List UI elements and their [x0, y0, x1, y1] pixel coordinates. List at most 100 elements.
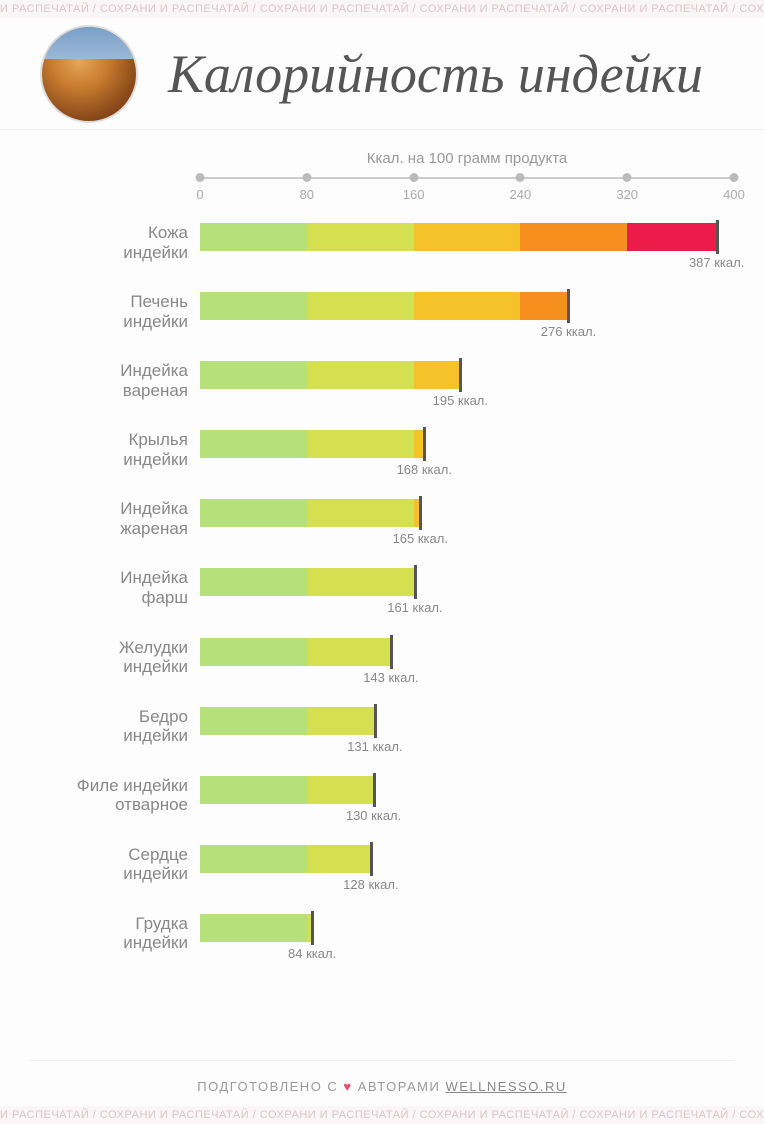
bar-row: Бедроиндейки131 ккал.: [30, 707, 734, 746]
bar: [200, 638, 391, 666]
bar: [200, 707, 375, 735]
bar-wrap: 143 ккал.: [200, 638, 734, 666]
bar-endcap: [459, 358, 462, 392]
bar-endcap: [373, 773, 376, 807]
bar-endcap: [311, 911, 314, 945]
axis-tick-label: 240: [510, 187, 532, 202]
bar-segment: [307, 292, 414, 320]
bar-wrap: 387 ккал.: [200, 223, 734, 251]
footer-site-link[interactable]: WELLNESSO.RU: [445, 1079, 566, 1094]
bar-segment: [200, 568, 307, 596]
bar: [200, 845, 371, 873]
bar: [200, 430, 424, 458]
bar-endcap: [390, 635, 393, 669]
bar-label: Индейкавареная: [30, 361, 200, 400]
bar-segment: [200, 845, 307, 873]
bar-segment: [200, 776, 307, 804]
bar-endcap: [374, 704, 377, 738]
bar-wrap: 276 ккал.: [200, 292, 734, 320]
bar-row: Грудкаиндейки84 ккал.: [30, 914, 734, 953]
bar-segment: [200, 707, 307, 735]
bar-value: 84 ккал.: [288, 946, 336, 961]
bar-value: 165 ккал.: [393, 531, 448, 546]
bar-value: 195 ккал.: [433, 393, 488, 408]
bar-segment: [307, 638, 391, 666]
bar-row: Сердцеиндейки128 ккал.: [30, 845, 734, 884]
bar-row: Индейкажареная165 ккал.: [30, 499, 734, 538]
watermark-top: И РАСПЕЧАТАЙ / СОХРАНИ И РАСПЕЧАТАЙ / СО…: [0, 0, 764, 18]
axis-tick: [196, 173, 205, 182]
bar-segment: [307, 845, 371, 873]
bar-wrap: 161 ккал.: [200, 568, 734, 596]
bar-segment: [307, 499, 414, 527]
bar-endcap: [716, 220, 719, 254]
bar: [200, 499, 420, 527]
bar-wrap: 165 ккал.: [200, 499, 734, 527]
axis-tick: [516, 173, 525, 182]
bar-endcap: [419, 496, 422, 530]
bar: [200, 914, 312, 942]
bar-wrap: 195 ккал.: [200, 361, 734, 389]
watermark-bottom: И РАСПЕЧАТАЙ / СОХРАНИ И РАСПЕЧАТАЙ / СО…: [0, 1106, 764, 1124]
bar-wrap: 130 ккал.: [200, 776, 734, 804]
bar-segment: [200, 499, 307, 527]
bar-row: Индейкафарш161 ккал.: [30, 568, 734, 607]
axis-tick-label: 320: [616, 187, 638, 202]
bar-segment: [307, 568, 414, 596]
bar-segment: [307, 776, 374, 804]
calorie-chart: Ккал. на 100 грамм продукта 0 80 160 240 320…: [30, 150, 734, 1044]
header: Калорийность индейки: [0, 18, 764, 130]
axis-tick-label: 160: [403, 187, 425, 202]
bar-wrap: 131 ккал.: [200, 707, 734, 735]
bar-label: Индейкажареная: [30, 499, 200, 538]
bar-segment: [520, 292, 568, 320]
bar-label: Кожаиндейки: [30, 223, 200, 262]
bar-segment: [200, 361, 307, 389]
bar-label: Крыльяиндейки: [30, 430, 200, 469]
axis-tick-label: 0: [196, 187, 203, 202]
bar-endcap: [414, 565, 417, 599]
bar: [200, 361, 460, 389]
bar-row: Филе индейкиотварное130 ккал.: [30, 776, 734, 815]
bar-value: 161 ккал.: [387, 600, 442, 615]
bar-value: 143 ккал.: [363, 670, 418, 685]
bar-segment: [414, 292, 521, 320]
axis-tick: [730, 173, 739, 182]
bar-segment: [307, 223, 414, 251]
bar-endcap: [423, 427, 426, 461]
bar-label: Грудкаиндейки: [30, 914, 200, 953]
bar-value: 128 ккал.: [343, 877, 398, 892]
bar-segment: [200, 430, 307, 458]
bar-row: Крыльяиндейки168 ккал.: [30, 430, 734, 469]
axis-tick: [409, 173, 418, 182]
bar-label: Желудкииндейки: [30, 638, 200, 677]
turkey-photo: [40, 25, 138, 123]
bar-endcap: [567, 289, 570, 323]
bar-value: 131 ккал.: [347, 739, 402, 754]
bar-segment: [414, 361, 461, 389]
axis-tick: [623, 173, 632, 182]
bar-segment: [307, 707, 375, 735]
bar-label: Филе индейкиотварное: [30, 776, 200, 815]
axis-title: Ккал. на 100 грамм продукта: [200, 150, 734, 167]
bar-segment: [414, 223, 521, 251]
bar-endcap: [370, 842, 373, 876]
x-axis: 080160240320400: [200, 173, 734, 203]
bar-label: Индейкафарш: [30, 568, 200, 607]
footer-mid: АВТОРАМИ: [353, 1079, 446, 1094]
heart-icon: ♥: [343, 1079, 352, 1094]
bar: [200, 776, 374, 804]
bar-segment: [627, 223, 716, 251]
bar-segment: [200, 638, 307, 666]
bar-value: 168 ккал.: [397, 462, 452, 477]
bar-segment: [200, 292, 307, 320]
bar: [200, 292, 568, 320]
axis-tick-label: 80: [300, 187, 314, 202]
bar-wrap: 84 ккал.: [200, 914, 734, 942]
bar-segment: [520, 223, 627, 251]
bar-label: Бедроиндейки: [30, 707, 200, 746]
page-title: Калорийность индейки: [168, 43, 703, 105]
bar-wrap: 128 ккал.: [200, 845, 734, 873]
axis-tick-label: 400: [723, 187, 745, 202]
bar-rows: Кожаиндейки387 ккал.Печеньиндейки276 кка…: [30, 223, 734, 953]
